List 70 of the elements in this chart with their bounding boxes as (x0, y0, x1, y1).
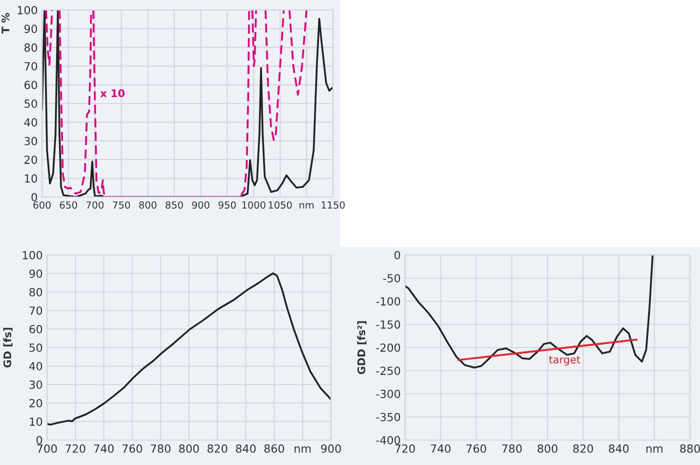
y-tick-label: -250 (376, 366, 400, 376)
y-tick-label: -350 (376, 412, 400, 422)
x-tick-label: 1050 (268, 201, 292, 209)
y-axis-title: GDD [fs²] (357, 321, 366, 374)
y-tick-label: 50 (30, 343, 42, 352)
y-tick-label: 80 (29, 288, 42, 296)
x-tick-label: 720 (395, 444, 415, 453)
y-tick-label: 50 (24, 99, 38, 108)
y-tick-label: 20 (30, 398, 42, 408)
y-tick-label: 100 (18, 6, 38, 14)
y-tick-label: 60 (29, 324, 42, 334)
y-tick-label: -150 (376, 320, 400, 329)
x-tick-label: 800 (139, 201, 156, 209)
y-axis-title: T % (2, 12, 10, 34)
annotation: target (549, 356, 580, 366)
x-tick-label: 950 (218, 201, 236, 209)
x-tick-label: 880 (680, 444, 700, 453)
x-tick-label: 740 (430, 444, 450, 453)
y-tick-label: -200 (376, 343, 400, 352)
y-tick-label: 30 (30, 380, 42, 389)
y-axis-title: GD [fs] (3, 328, 12, 368)
y-tick-label: 90 (24, 24, 38, 34)
x-tick-label: 780 (150, 444, 170, 453)
y-tick-label: -400 (376, 436, 400, 444)
y-tick-label: -300 (376, 390, 400, 398)
x-tick-label: 1000 (242, 201, 266, 209)
x-tick-label: 900 (192, 201, 210, 209)
x-tick-label: 750 (112, 201, 130, 209)
y-tick-label: 10 (24, 174, 38, 183)
y-tick-label: 80 (24, 43, 38, 52)
x-tick-label: 900 (321, 444, 341, 453)
x-tick-label: 1150 (322, 201, 345, 209)
x-tick-label: 760 (466, 444, 486, 453)
y-tick-label: 20 (24, 156, 38, 164)
x-tick-label: 820 (573, 444, 593, 453)
y-tick-label: 0 (36, 436, 42, 444)
y-tick-label: -100 (376, 297, 400, 306)
x-tick-label: 700 (37, 444, 57, 453)
line-series (47, 272, 331, 426)
x-tick-label: 780 (502, 444, 522, 453)
y-tick-label: 60 (24, 80, 38, 90)
y-tick-label: 40 (29, 362, 42, 370)
x-tick-label: nm (646, 446, 662, 453)
y-tick-label: 70 (24, 62, 38, 70)
annotation: x 10 (100, 89, 125, 98)
y-tick-label: 0 (394, 250, 400, 260)
y-tick-label: 40 (24, 118, 38, 127)
y-tick-label: -50 (383, 274, 400, 283)
x-tick-label: 850 (166, 201, 183, 209)
x-tick-label: 760 (122, 444, 142, 453)
x-tick-label: 800 (538, 444, 558, 453)
x-tick-label: 820 (208, 444, 228, 453)
x-tick-label: 740 (94, 444, 114, 453)
y-tick-label: 90 (29, 269, 42, 278)
y-tick-label: 0 (31, 192, 38, 202)
x-tick-label: 720 (66, 444, 86, 453)
x-tick-label: nm (294, 446, 311, 453)
x-tick-label: 650 (60, 201, 78, 209)
y-tick-label: 100 (22, 250, 42, 260)
x-tick-label: 600 (33, 201, 51, 209)
x-tick-label: 840 (608, 444, 629, 453)
y-tick-label: 70 (30, 306, 42, 315)
line-series (405, 255, 654, 369)
x-tick-label: 800 (179, 444, 199, 453)
x-tick-label: 700 (86, 201, 104, 209)
x-tick-label: 840 (236, 444, 256, 453)
y-tick-label: 10 (30, 417, 42, 426)
x-tick-label: 860 (264, 444, 284, 453)
y-tick-label: 30 (24, 136, 38, 146)
x-tick-label: nm (300, 203, 314, 209)
